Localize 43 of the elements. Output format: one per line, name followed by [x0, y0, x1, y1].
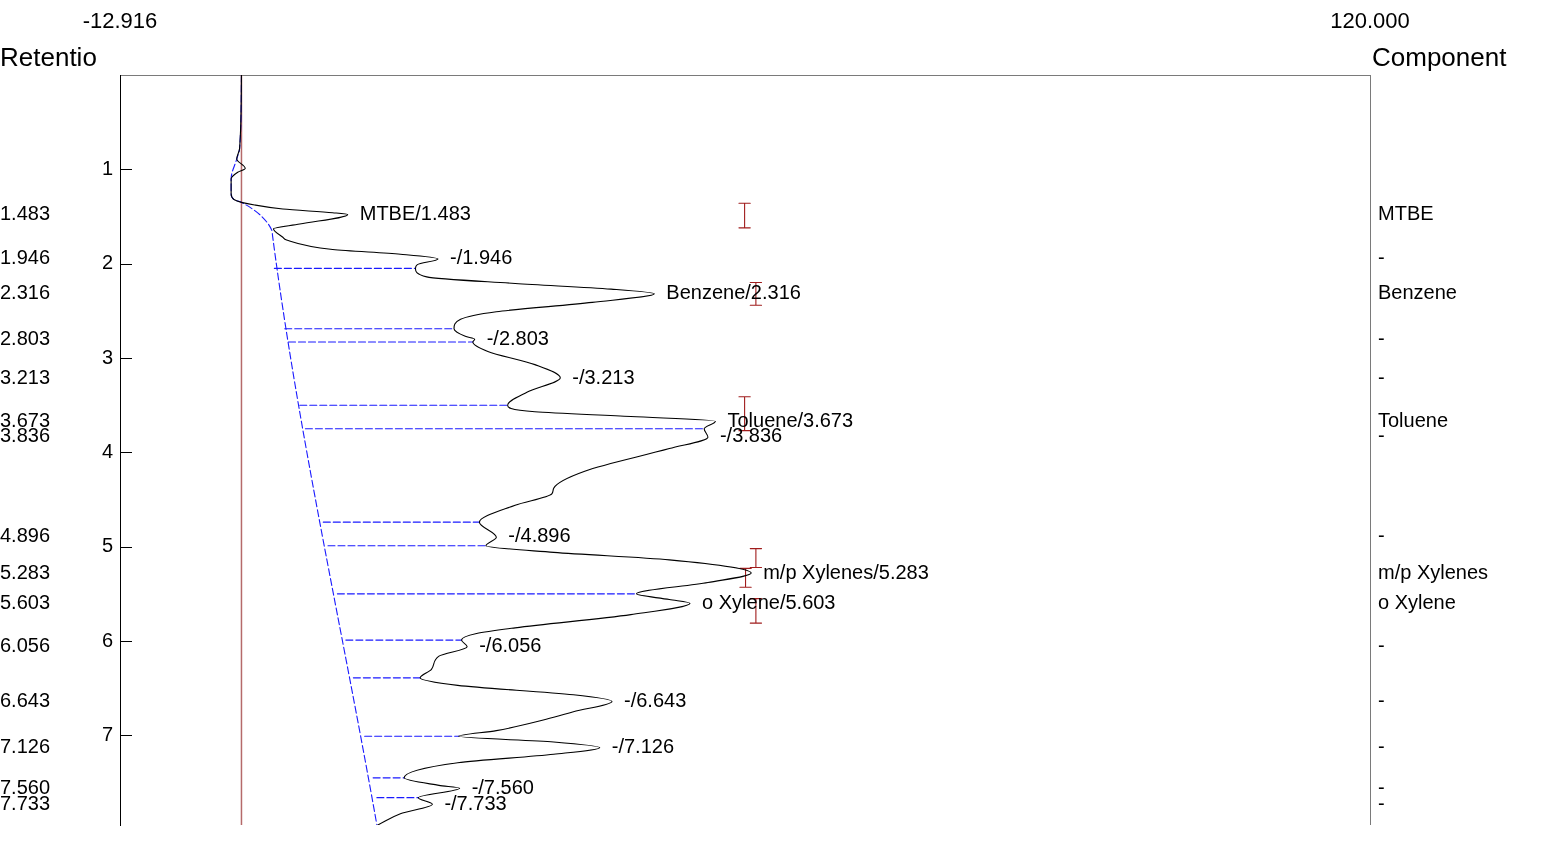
text: -	[1378, 365, 1385, 388]
y3-tick-label: 6.056	[0, 633, 51, 656]
y-tick-label: 4	[101, 439, 113, 462]
text: MTBE	[1378, 202, 1434, 225]
y3-tick-label: 2.316	[0, 281, 51, 304]
annotation: -/7.126	[611, 734, 675, 757]
x-tick-label: -12.916	[82, 7, 158, 33]
text: -	[1378, 689, 1385, 712]
annotation: m/p Xylenes/5.283	[763, 560, 929, 583]
y-tick-label: 5	[101, 534, 113, 557]
annotation: -/1.946	[450, 246, 513, 269]
annotation: -/6.056	[479, 633, 542, 656]
annotation: -/3.213	[572, 365, 635, 388]
y-tick-label: 6	[101, 628, 113, 651]
y-tick-label: 1	[101, 156, 113, 179]
y3-tick-label: 7.126	[0, 734, 51, 757]
y3-tick-label: 5.283	[0, 560, 51, 583]
y-tick-label: 3	[101, 345, 113, 368]
text: m/p Xylenes	[1378, 560, 1489, 583]
text: Benzene	[1378, 281, 1457, 304]
text: -	[1378, 524, 1385, 547]
y3-tick-label: 1.946	[0, 246, 51, 269]
y3-tick-label: 4.896	[0, 524, 51, 547]
y-tick-label: 2	[101, 251, 113, 274]
y3-tick-label: 3.213	[0, 365, 51, 388]
y-tick-label: 7	[101, 722, 113, 745]
text: o Xylene	[1378, 591, 1456, 614]
text: -	[1378, 734, 1385, 757]
text: -	[1378, 633, 1385, 656]
y3-axis-title: Retentio	[0, 42, 97, 72]
annotation: -/6.643	[624, 689, 687, 712]
text: -	[1378, 246, 1385, 269]
y3-tick-label: 5.603	[0, 591, 51, 614]
y3-tick-label: 6.643	[0, 689, 51, 712]
annotation: -/4.896	[508, 524, 571, 547]
y3-tick-label: 2.803	[0, 326, 51, 349]
text: Toluene	[1378, 409, 1449, 432]
x-tick-label: 120.000	[1330, 7, 1410, 33]
text: Component	[1372, 42, 1508, 72]
annotation: MTBE/1.483	[359, 202, 471, 225]
annotation: -/2.803	[486, 326, 549, 349]
y3-tick-label: 1.483	[0, 202, 51, 225]
text: -	[1378, 326, 1385, 349]
